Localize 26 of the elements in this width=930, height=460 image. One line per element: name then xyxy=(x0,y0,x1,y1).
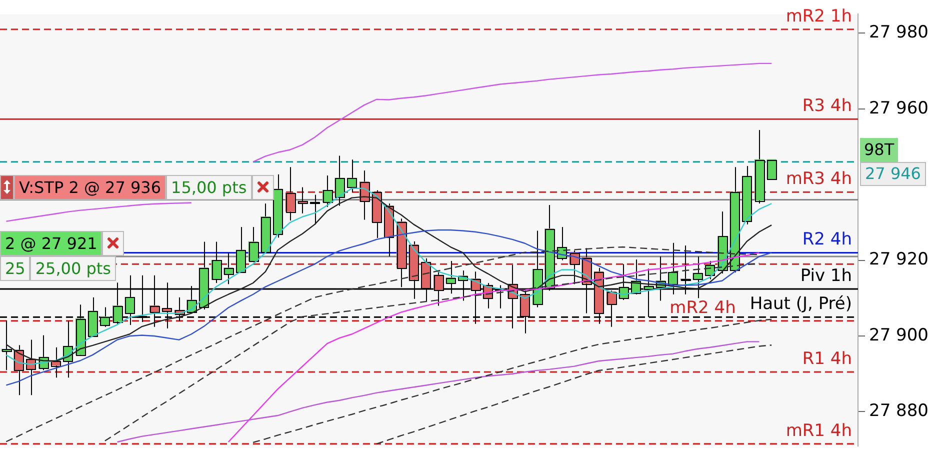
y-tick-label: 27 900 xyxy=(869,325,928,346)
ref-line-label: V:STP 2 @ 27 936 xyxy=(14,174,166,200)
annotation: 25 xyxy=(0,256,30,280)
y-tick-label: 27 980 xyxy=(869,22,928,43)
y-tick-label: 27 880 xyxy=(869,401,928,422)
ref-line-label: mR1 4h xyxy=(786,420,852,441)
ref-line-label: mR2 4h xyxy=(670,298,736,318)
candlestick xyxy=(347,159,357,193)
ref-line-label: Piv 1h xyxy=(800,266,852,286)
ref-line-label: R1 4h xyxy=(802,348,852,369)
ref-line-label: Haut (J, Pré) xyxy=(750,294,852,314)
ref-line-label: 27 946 xyxy=(860,162,926,186)
line-series xyxy=(376,344,772,445)
y-tick-label: 27 920 xyxy=(869,250,928,270)
ref-line-label: 2 @ 27 921 xyxy=(0,230,102,256)
candlestick xyxy=(26,339,36,396)
ref-line-label: R2 4h xyxy=(802,230,852,250)
annotation: 25,00 pts xyxy=(30,256,116,280)
annotation: 15,00 pts xyxy=(166,174,252,200)
ref-line-label: mR3 4h xyxy=(786,169,852,190)
ref-line-label: R3 4h xyxy=(802,96,852,116)
ref-line-label: mR2 1h xyxy=(786,6,852,26)
text: 98T xyxy=(860,138,898,162)
line-series xyxy=(252,318,772,443)
y-tick-label: 27 960 xyxy=(869,98,928,118)
candlestick xyxy=(766,159,777,180)
